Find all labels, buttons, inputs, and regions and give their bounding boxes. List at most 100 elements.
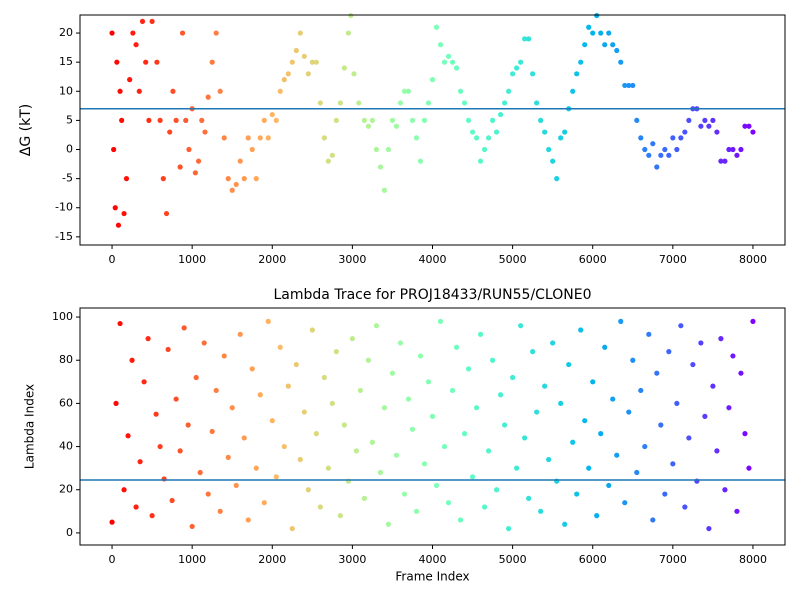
- point: [233, 482, 239, 489]
- point: [353, 448, 359, 454]
- x-tick-label: 3000: [338, 253, 366, 266]
- point: [606, 30, 612, 36]
- point: [746, 123, 752, 129]
- point: [125, 433, 131, 439]
- point: [646, 152, 652, 158]
- point: [245, 135, 251, 141]
- point: [526, 495, 532, 501]
- point: [610, 396, 616, 402]
- point: [369, 117, 376, 123]
- x-tick-label: 1000: [178, 553, 206, 566]
- point: [642, 146, 648, 153]
- point: [662, 146, 668, 153]
- point: [558, 400, 564, 407]
- point: [465, 117, 472, 123]
- point: [160, 176, 166, 182]
- point: [201, 340, 207, 346]
- point: [558, 135, 564, 141]
- point: [121, 487, 127, 493]
- point: [481, 504, 488, 510]
- point: [409, 426, 416, 432]
- point: [674, 146, 680, 153]
- point: [397, 340, 404, 346]
- point: [530, 349, 536, 355]
- point: [457, 517, 464, 523]
- y-axis-label: ΔG (kT): [18, 104, 34, 156]
- x-tick-label: 8000: [739, 253, 767, 266]
- point: [146, 117, 152, 123]
- point: [634, 469, 640, 476]
- point: [293, 361, 299, 368]
- point: [369, 439, 376, 445]
- point: [630, 82, 636, 89]
- point: [518, 59, 524, 65]
- point: [233, 181, 239, 188]
- point: [237, 331, 243, 337]
- point: [734, 152, 740, 158]
- point: [277, 88, 283, 94]
- point: [686, 117, 692, 123]
- point: [285, 71, 291, 77]
- point: [341, 422, 347, 428]
- point: [261, 500, 267, 506]
- point: [229, 405, 235, 411]
- x-tick-label: 5000: [499, 253, 527, 266]
- point: [554, 176, 560, 182]
- point: [381, 187, 388, 193]
- point: [261, 117, 267, 123]
- point: [417, 158, 424, 164]
- point: [177, 448, 183, 454]
- point: [465, 366, 472, 372]
- point: [429, 77, 436, 83]
- x-tick-label: 0: [109, 553, 116, 566]
- y-tick-label: 80: [59, 353, 73, 366]
- point: [213, 30, 219, 36]
- point: [225, 176, 231, 182]
- point: [129, 357, 135, 363]
- point: [130, 30, 136, 36]
- point: [397, 100, 404, 106]
- point: [217, 508, 223, 514]
- point: [546, 456, 552, 463]
- point: [265, 318, 271, 324]
- point: [401, 491, 408, 497]
- point: [481, 146, 488, 153]
- point: [502, 422, 508, 428]
- point: [281, 443, 287, 450]
- point: [698, 340, 704, 346]
- x-tick-label: 7000: [659, 553, 687, 566]
- x-tick-label: 2000: [258, 553, 286, 566]
- point: [297, 30, 303, 36]
- point: [245, 517, 251, 523]
- point: [522, 435, 528, 441]
- point: [690, 361, 696, 368]
- point: [506, 88, 512, 94]
- x-tick-label: 6000: [579, 553, 607, 566]
- point: [538, 508, 544, 514]
- point: [610, 42, 616, 48]
- point: [277, 344, 283, 350]
- point: [183, 117, 189, 123]
- point: [170, 88, 176, 94]
- point: [445, 53, 452, 59]
- point: [409, 117, 416, 123]
- y-tick-label: 60: [59, 396, 73, 409]
- point: [117, 88, 123, 94]
- point: [401, 88, 408, 94]
- point: [469, 129, 476, 135]
- x-tick-label: 7000: [659, 253, 687, 266]
- point: [469, 474, 476, 480]
- point: [566, 361, 572, 368]
- point: [301, 53, 307, 59]
- point: [646, 331, 652, 337]
- point: [325, 465, 331, 471]
- point: [301, 409, 307, 415]
- point: [538, 117, 544, 123]
- point: [562, 521, 568, 527]
- point: [594, 12, 600, 19]
- point: [570, 439, 576, 445]
- point: [202, 129, 208, 135]
- point: [341, 65, 347, 71]
- point: [461, 431, 468, 437]
